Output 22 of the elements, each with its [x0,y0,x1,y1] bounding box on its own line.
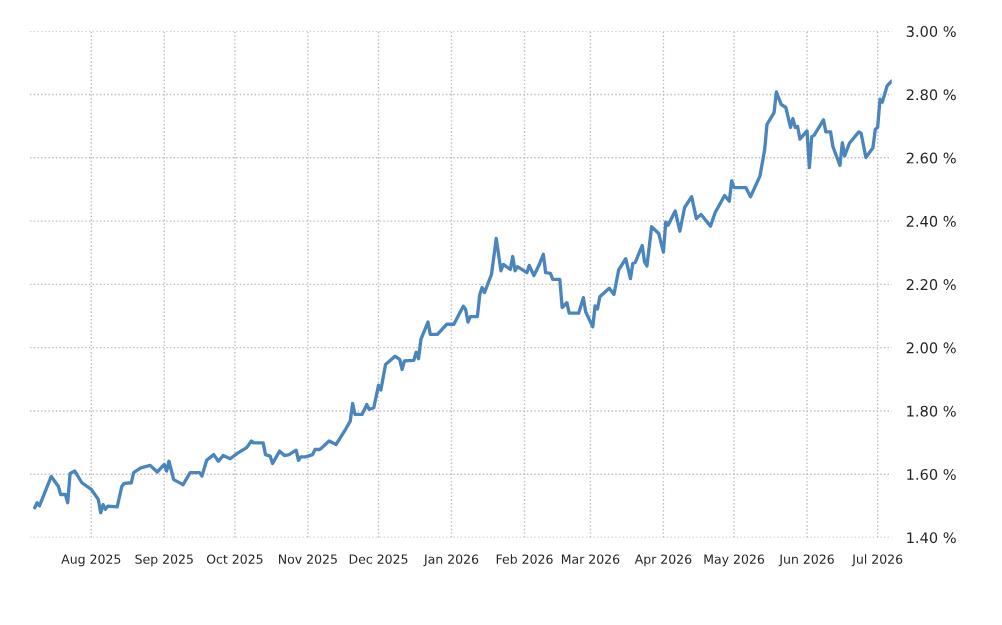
x-tick-label: Mar 2026 [561,554,620,564]
y-tick-label: 2.60 % [906,152,956,164]
y-tick-label: 1.60 % [907,468,956,480]
x-tick-label: Jun 2026 [778,554,834,567]
x-tick-label: Jan 2026 [423,554,479,567]
y-tick-label: 2.20 % [906,279,956,291]
y-tick-label: 2.80 % [906,89,956,101]
x-tick-label: Sep 2025 [135,554,193,567]
y-tick-label: 1.80 % [907,405,956,417]
x-tick-label: May 2026 [704,554,765,567]
x-tick-label: Nov 2025 [279,554,337,564]
y-tick-label: 2.00 % [906,342,956,354]
y-tick-label: 1.40 % [907,532,956,544]
y-tick-label: 3.00 % [906,25,956,37]
x-tick-label: Feb 2026 [496,554,553,564]
x-tick-label: Aug 2025 [61,554,121,567]
line-series [33,79,892,515]
x-tick-label: Dec 2025 [349,554,408,564]
x-tick-label: Apr 2026 [634,554,692,567]
x-tick-label: Jul 2026 [851,554,903,567]
y-tick-label: 2.40 % [906,215,956,227]
x-tick-label: Oct 2025 [206,554,263,564]
